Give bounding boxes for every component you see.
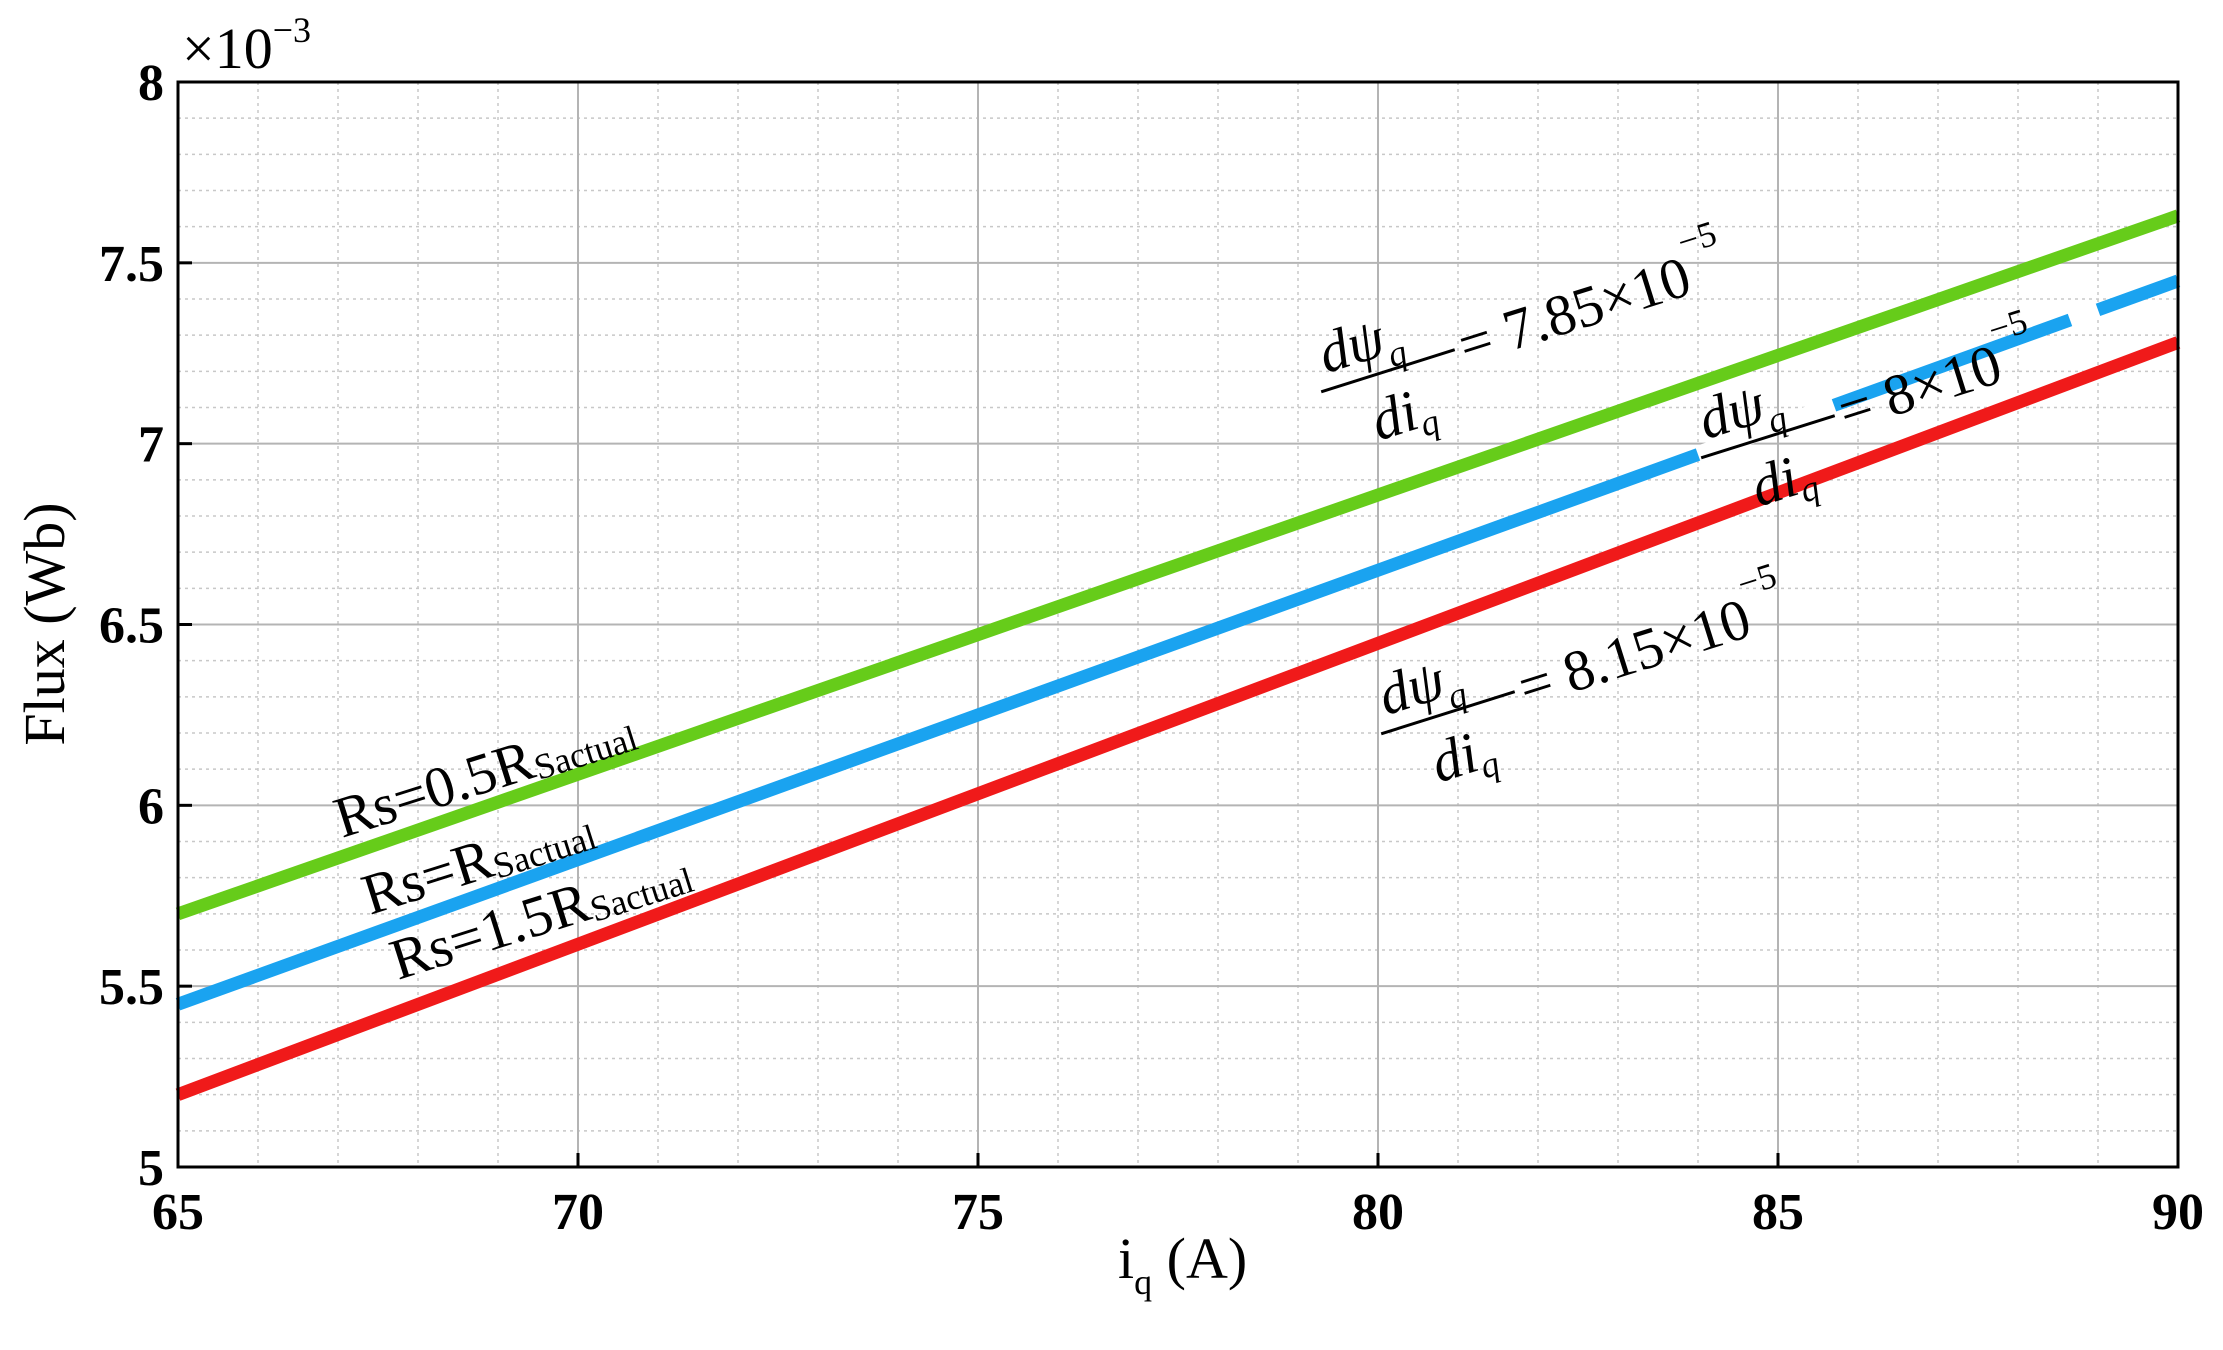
y-tick-label: 6.5	[99, 598, 164, 655]
y-tick-label: 7.5	[99, 236, 164, 293]
fraction-bar	[1320, 348, 1456, 394]
fraction-bar	[1380, 690, 1516, 736]
x-tick-label: 65	[152, 1184, 204, 1241]
series-line-0	[175, 209, 2181, 920]
label-gaps	[1695, 301, 2101, 463]
y-axis-label: Flux (Wb)	[12, 502, 77, 745]
series-line-2	[175, 336, 2181, 1101]
series-line-1	[175, 274, 2181, 1011]
x-tick-label: 70	[552, 1184, 604, 1241]
label-gap	[2067, 301, 2101, 328]
x-tick-label: 75	[952, 1184, 1004, 1241]
x-tick-label: 80	[1352, 1184, 1404, 1241]
y-tick-label: 8	[138, 55, 164, 112]
y-tick-label: 7	[138, 417, 164, 474]
y-tick-label: 5	[138, 1140, 164, 1197]
fraction-bar	[1700, 414, 1836, 460]
y-ticks: 5 5.5 6 6.5 7 7.5 8	[99, 55, 192, 1197]
y-exponent-label: ×10−3	[182, 10, 311, 81]
y-tick-label: 5.5	[99, 959, 164, 1016]
x-ticks: 65 70 75 80 85 90	[152, 1153, 2204, 1241]
x-axis-label: iq (A)	[1118, 1226, 1247, 1302]
series-lines	[175, 209, 2181, 1101]
y-tick-label: 6	[138, 778, 164, 835]
label-gap	[1695, 397, 1837, 463]
x-tick-label: 85	[1752, 1184, 1804, 1241]
x-tick-label: 90	[2152, 1184, 2204, 1241]
